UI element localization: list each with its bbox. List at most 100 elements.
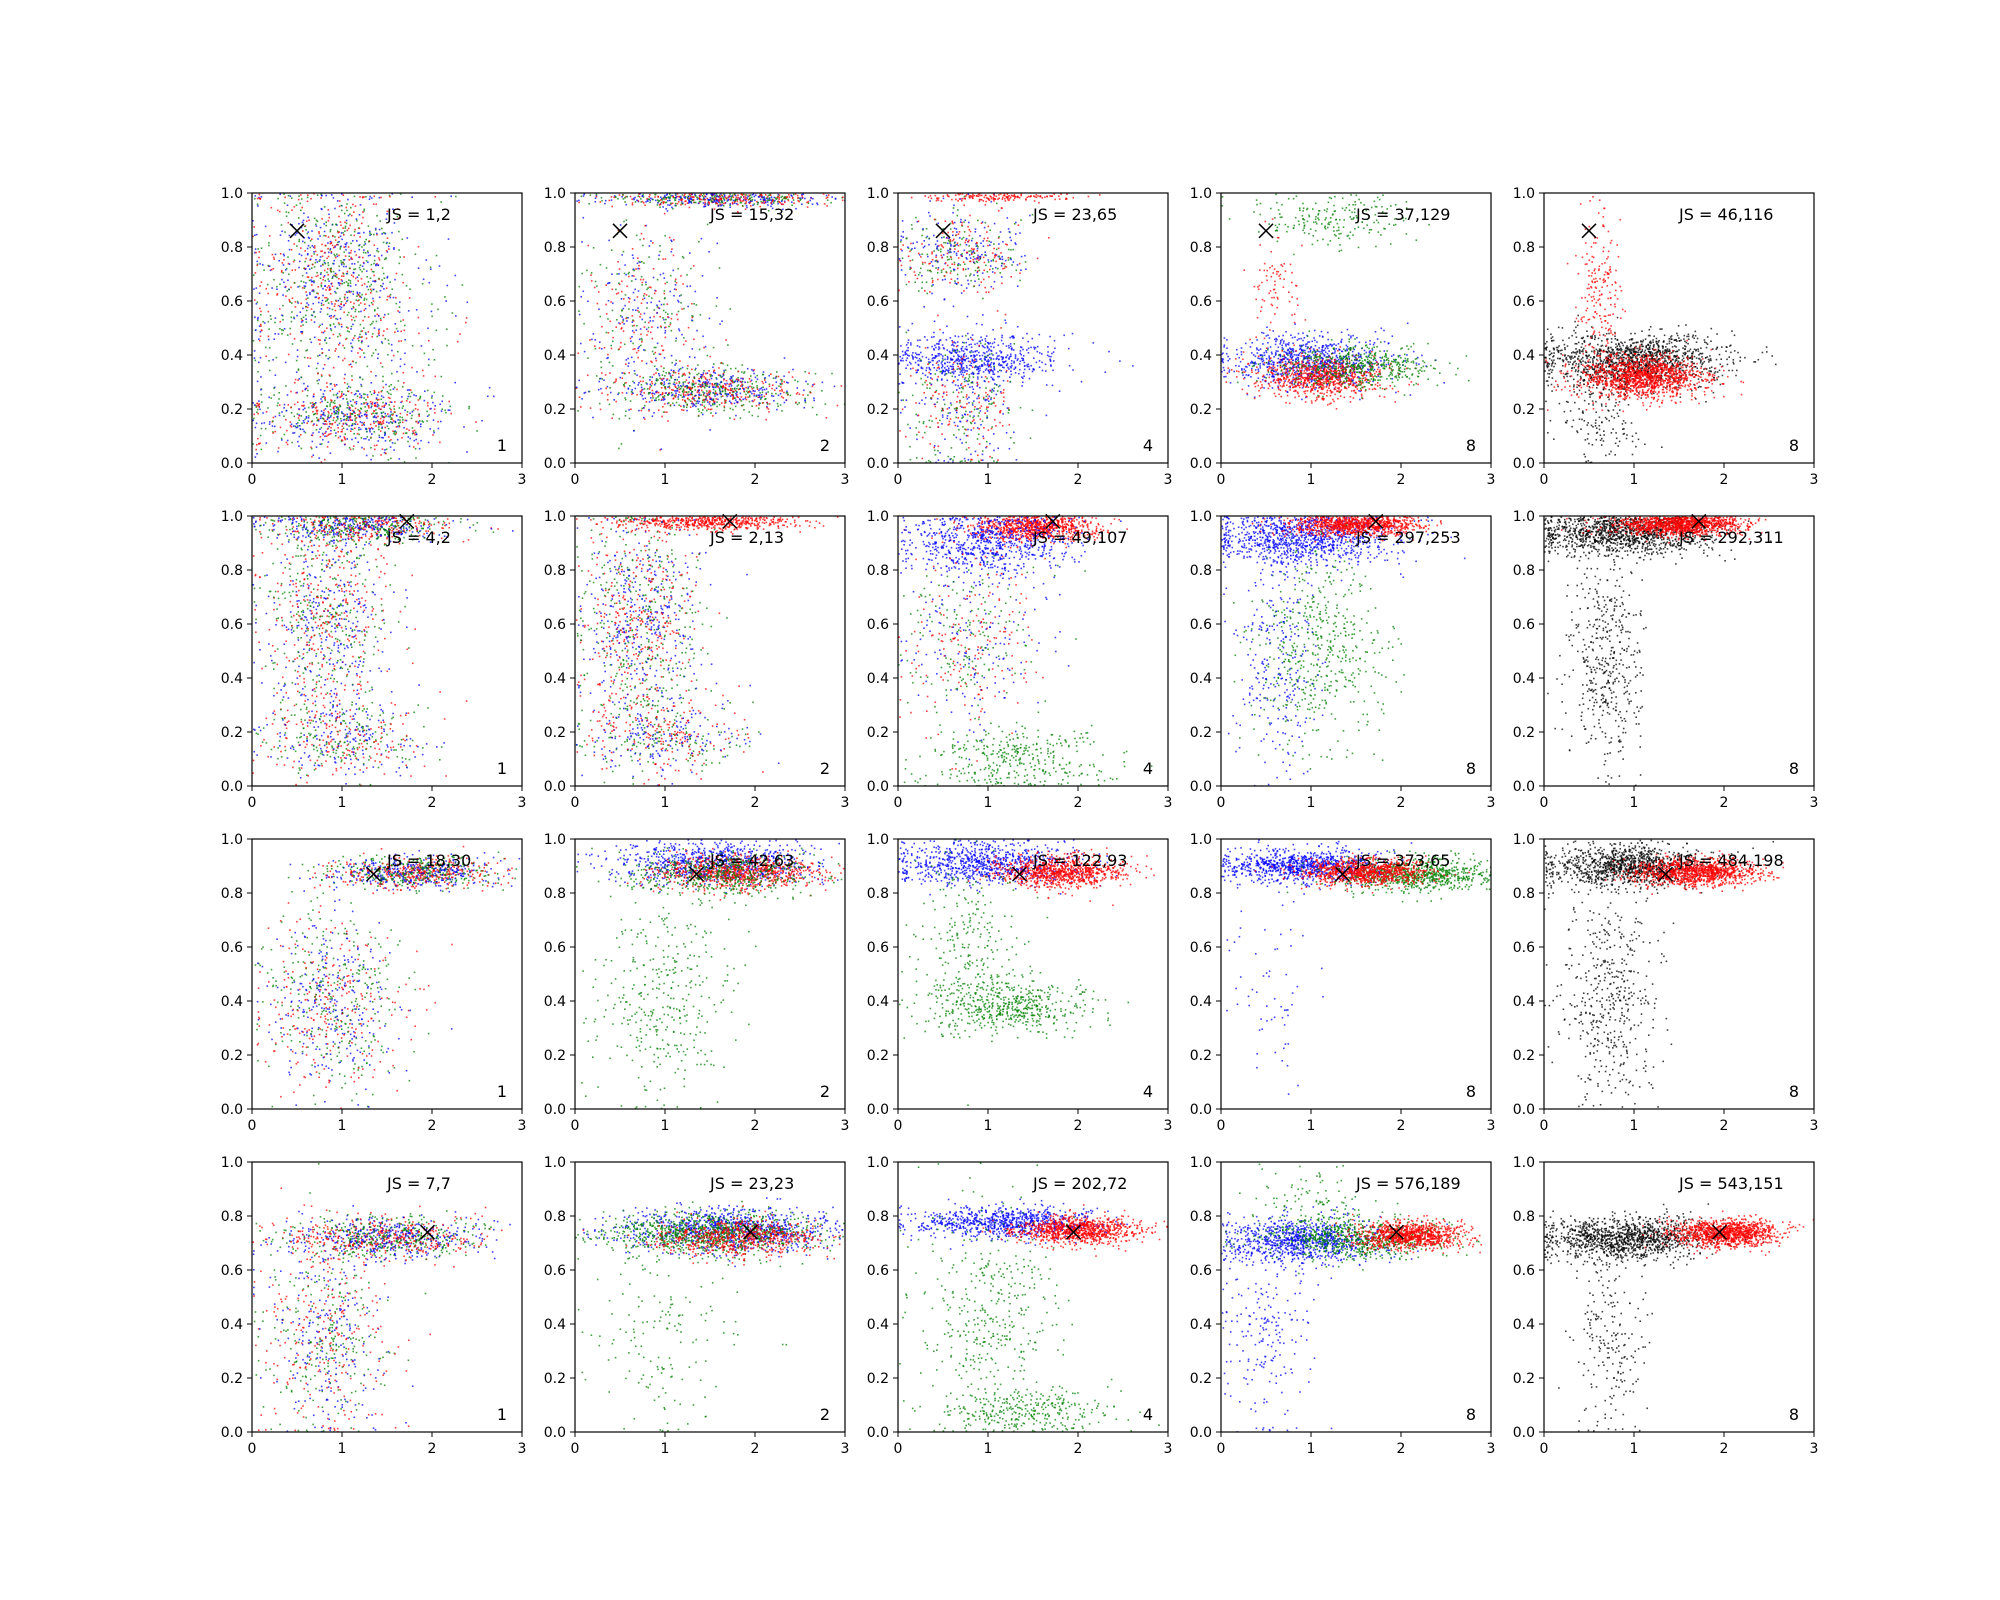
data-point (684, 386, 686, 388)
data-point (747, 199, 750, 201)
data-point (362, 423, 365, 425)
data-point (348, 406, 350, 409)
data-point (711, 375, 713, 377)
data-point (358, 244, 360, 247)
data-point (640, 201, 643, 203)
data-point (916, 221, 919, 223)
data-point (683, 196, 686, 198)
data-point (718, 200, 720, 202)
data-point (961, 345, 964, 348)
data-point (901, 357, 904, 360)
data-point (298, 266, 300, 269)
data-point (910, 224, 913, 226)
data-point (702, 391, 704, 393)
data-point (252, 402, 254, 404)
data-point (1005, 243, 1007, 245)
data-point (636, 296, 639, 298)
data-point (367, 225, 370, 227)
data-point (347, 416, 349, 419)
data-point (687, 393, 689, 395)
data-point (907, 347, 909, 349)
data-point (317, 338, 320, 341)
data-point (701, 275, 704, 277)
data-point (256, 402, 259, 405)
data-point (693, 377, 696, 379)
data-point (661, 374, 664, 376)
data-point (1012, 261, 1015, 263)
data-point (915, 353, 918, 356)
data-point (381, 267, 384, 269)
data-point (675, 195, 678, 198)
data-point (323, 423, 326, 426)
data-point (297, 417, 300, 419)
data-point (293, 403, 296, 406)
data-point (909, 260, 912, 262)
data-point (714, 382, 716, 385)
data-point (347, 327, 349, 329)
data-point (675, 392, 677, 394)
data-point (968, 221, 970, 224)
data-point (319, 277, 322, 280)
data-point (320, 304, 323, 307)
data-point (947, 357, 949, 359)
data-point (680, 195, 682, 198)
data-point (670, 239, 672, 242)
data-point (427, 389, 429, 392)
data-point (373, 410, 375, 412)
data-point (315, 367, 318, 370)
data-point (301, 319, 303, 322)
data-point (380, 196, 382, 199)
data-point (733, 201, 736, 203)
data-point (373, 233, 375, 236)
data-point (729, 417, 731, 419)
data-point (812, 197, 814, 200)
data-point (325, 430, 327, 433)
data-point (583, 322, 585, 325)
data-point (329, 248, 332, 250)
data-point (628, 362, 630, 364)
data-point (690, 200, 693, 203)
data-point (333, 399, 336, 402)
data-point (977, 256, 979, 258)
data-point (385, 415, 387, 417)
data-point (392, 354, 395, 357)
data-point (335, 223, 337, 226)
data-point (333, 413, 336, 415)
data-point (428, 339, 430, 342)
data-point (259, 307, 261, 310)
data-point (305, 349, 307, 352)
data-point (318, 431, 320, 433)
data-point (356, 423, 359, 425)
data-point (330, 194, 333, 196)
data-point (624, 397, 626, 399)
data-point (319, 256, 322, 258)
data-point (1051, 384, 1054, 387)
data-point (997, 344, 1000, 346)
data-point (945, 271, 947, 273)
data-point (688, 206, 691, 209)
data-point (303, 285, 306, 287)
data-point (337, 408, 339, 411)
data-point (334, 421, 336, 424)
data-point (354, 268, 357, 270)
data-point (964, 241, 966, 244)
data-point (595, 193, 598, 196)
data-point (378, 196, 381, 199)
data-point (281, 314, 283, 316)
data-point (322, 411, 325, 414)
data-point (308, 268, 311, 270)
y-tick-label: 1.0 (221, 186, 243, 202)
data-point (990, 361, 993, 364)
data-point (640, 302, 643, 304)
data-point (621, 372, 624, 374)
data-point (974, 280, 976, 282)
data-point (663, 398, 666, 400)
data-point (367, 405, 370, 407)
data-point (811, 406, 814, 409)
data-point (907, 255, 910, 258)
data-point (388, 194, 391, 197)
data-point (668, 402, 670, 404)
data-point (430, 407, 432, 410)
data-point (659, 377, 661, 380)
data-point (390, 384, 392, 386)
